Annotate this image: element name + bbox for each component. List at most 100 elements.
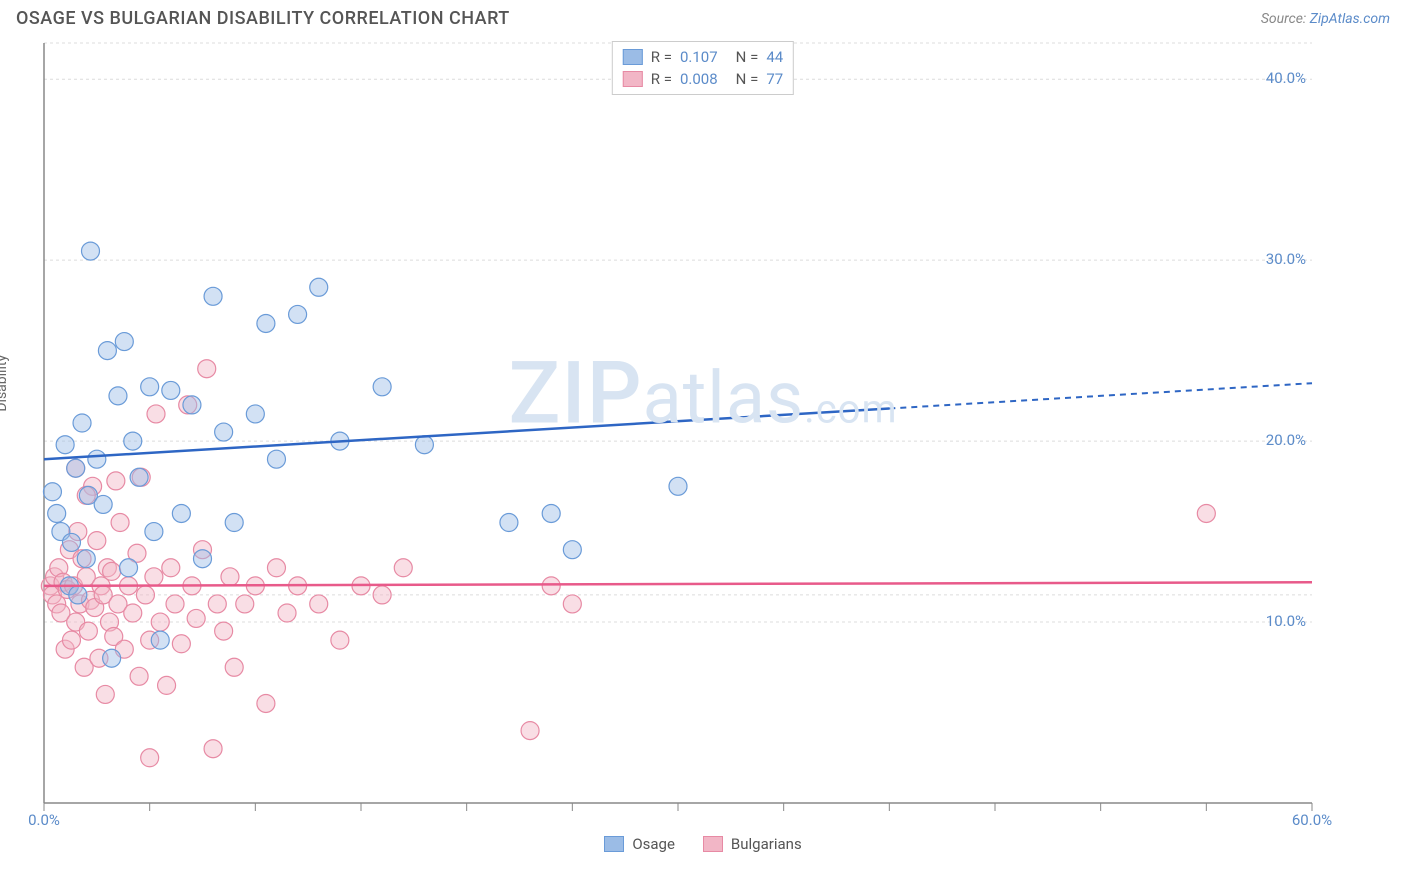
osage-point [162,381,180,399]
osage-point [69,586,87,604]
y-axis-label: Disability [0,355,10,412]
bulgarians-point [79,622,97,640]
osage-point [373,378,391,396]
legend-top: R = 0.107 N = 44 R = 0.008 N = 77 [612,41,794,95]
bulgarians-point [278,604,296,622]
legend-n-label: N = [736,68,759,90]
legend-swatch [604,836,624,852]
osage-point [289,305,307,323]
bulgarians-point [1197,504,1215,522]
bulgarians-point [166,595,184,613]
legend-r-label: R = [651,46,672,68]
osage-point [225,514,243,532]
legend-n-value: 77 [766,68,783,90]
bulgarians-point [331,631,349,649]
osage-point [124,432,142,450]
bulgarians-point [111,514,129,532]
bulgarians-point [310,595,328,613]
osage-point [88,450,106,468]
source-label: Source: [1261,11,1306,27]
osage-point [542,504,560,522]
osage-point [109,387,127,405]
bulgarians-point [394,559,412,577]
bulgarians-point [267,559,285,577]
bulgarians-point [88,532,106,550]
bulgarians-point [257,694,275,712]
bulgarians-point [225,658,243,676]
legend-n-label: N = [736,46,759,68]
bulgarians-point [198,360,216,378]
osage-point [194,550,212,568]
osage-trendline-extrapolated [889,383,1312,408]
bulgarians-point [542,577,560,595]
osage-point [73,414,91,432]
osage-point [151,631,169,649]
osage-point [48,504,66,522]
legend-swatch [623,71,643,87]
y-tick-label: 40.0% [1266,69,1306,87]
osage-point [67,459,85,477]
legend-r-value: 0.008 [680,68,718,90]
osage-point [141,378,159,396]
legend-top-row-osage: R = 0.107 N = 44 [623,46,783,68]
legend-swatch [623,49,643,65]
y-tick-label: 20.0% [1266,431,1306,449]
osage-point [98,342,116,360]
legend-series-label: Bulgarians [731,835,802,853]
bulgarians-point [563,595,581,613]
bulgarians-point [215,622,233,640]
legend-series-label: Osage [632,835,675,853]
osage-point [145,523,163,541]
bulgarians-point [521,722,539,740]
osage-point [43,483,61,501]
legend-bottom: Osage Bulgarians [0,835,1406,853]
bulgarians-point [141,749,159,767]
osage-point [669,477,687,495]
osage-point [130,468,148,486]
legend-r-label: R = [651,68,672,90]
bulgarians-point [373,586,391,604]
osage-point [246,405,264,423]
bulgarians-point [103,562,121,580]
bulgarians-point [96,685,114,703]
osage-point [77,550,95,568]
osage-point [257,314,275,332]
bulgarians-point [62,631,80,649]
osage-point [115,333,133,351]
osage-point [215,423,233,441]
scatter-chart: 10.0% 20.0% 30.0% 40.0% 0.0% 60.0% [16,37,1356,827]
osage-point [415,436,433,454]
bulgarians-point [162,559,180,577]
x-tick-label: 0.0% [28,811,60,827]
osage-point [172,504,190,522]
legend-swatch [703,836,723,852]
bulgarians-point [158,676,176,694]
bulgarians-point [236,595,254,613]
osage-point [81,242,99,260]
chart-title: OSAGE VS BULGARIAN DISABILITY CORRELATIO… [16,8,510,29]
osage-point [204,287,222,305]
bulgarians-point [204,740,222,758]
bulgarians-point [130,667,148,685]
y-tick-label: 30.0% [1266,250,1306,268]
x-tick-label: 60.0% [1292,811,1332,827]
bulgarians-point [145,568,163,586]
legend-top-row-bulgarians: R = 0.008 N = 77 [623,68,783,90]
legend-r-value: 0.107 [680,46,718,68]
source-link[interactable]: ZipAtlas.com [1310,11,1390,27]
osage-point [56,436,74,454]
osage-trendline [44,409,889,460]
osage-point [500,514,518,532]
bulgarians-point [151,613,169,631]
osage-point [120,559,138,577]
legend-bottom-item-bulgarians: Bulgarians [703,835,802,853]
bulgarians-point [208,595,226,613]
legend-bottom-item-osage: Osage [604,835,675,853]
bulgarians-point [221,568,239,586]
bulgarians-point [107,472,125,490]
y-tick-label: 10.0% [1266,612,1306,630]
legend-n-value: 44 [766,46,783,68]
bulgarians-point [172,635,190,653]
osage-point [563,541,581,559]
chart-container: Disability 10.0%20.0%30.0%40.0%0.0%60.0%… [16,37,1390,827]
